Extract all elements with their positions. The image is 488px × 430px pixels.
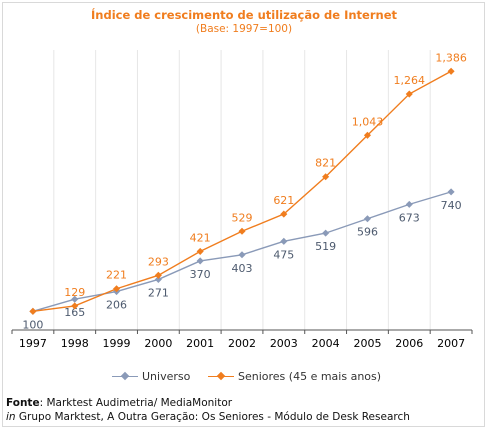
series-1-point-1997 [29,307,37,315]
series-1-label-2001: 421 [190,231,211,244]
source-label: Fonte [6,397,40,409]
series-0-point-2007 [447,188,455,196]
legend-line-seniores [208,371,234,381]
x-tick-label-2006: 2006 [395,337,423,350]
x-tick-label-1998: 1998 [61,337,89,350]
series-0-point-1998 [71,295,79,303]
chart-subtitle: (Base: 1997=100) [195,23,293,35]
series-0-point-2005 [363,215,371,223]
series-0-label-2002: 403 [232,262,253,275]
series-1-point-1998 [71,302,79,310]
source-text-2: Grupo Marktest, A Outra Geração: Os Seni… [15,411,410,423]
series-0-label-2007: 740 [441,199,462,212]
series-1-label-2005: 1,043 [352,115,384,128]
source-line-2: in Grupo Marktest, A Outra Geração: Os S… [6,410,410,424]
legend-label-seniores: Seniores (45 e mais anos) [238,370,382,383]
series-1-point-2003 [280,210,288,218]
series-1-label-2007: 1,386 [435,51,467,64]
series-1-point-2001 [196,247,204,255]
source-text: : Marktest Audimetria/ MediaMonitor [39,397,233,409]
legend-item-universo: Universo [112,370,190,383]
series-0-label-1998: 165 [64,306,85,319]
x-tick-label-2003: 2003 [270,337,298,350]
series-0-label-2000: 271 [148,286,169,299]
series-0-label-2006: 673 [399,211,420,224]
series-1-label-2006: 1,264 [394,74,426,87]
series-1-label-1999: 221 [106,269,127,282]
legend-marker-universo [120,371,130,381]
series-0-point-2003 [280,237,288,245]
series-0-label-1999: 206 [106,299,127,312]
series-0-label-2005: 596 [357,226,378,239]
series-0-point-2000 [154,275,162,283]
chart-frame [2,2,485,427]
series-0-label-2003: 475 [273,248,294,261]
x-tick-label-2002: 2002 [228,337,256,350]
series-1-label-1998: 129 [64,286,85,299]
legend-item-seniores: Seniores (45 e mais anos) [208,370,381,383]
legend-label-universo: Universo [142,370,191,383]
x-tick-label-2007: 2007 [437,337,465,350]
x-tick-label-2004: 2004 [312,337,340,350]
series-1-label-2003: 621 [273,194,294,207]
line-chart: 1997 1998 1999 2000 2001 2002 2003 2004 2005 2006… [11,50,473,350]
series-1-point-2007 [447,67,455,75]
series-0-point-2001 [196,257,204,265]
source-line-1: Fonte: Marktest Audimetria/ MediaMonitor [6,396,410,410]
chart-title: Índice de crescimento de utilização de I… [91,8,397,22]
legend-line-universo [112,371,138,381]
x-tick-label-2000: 2000 [144,337,172,350]
series-1-point-2004 [322,173,330,181]
series-1-point-2006 [405,90,413,98]
source-in: in [6,411,16,423]
series-1-point-2000 [154,271,162,279]
source-note: Fonte: Marktest Audimetria/ MediaMonitor… [6,396,410,424]
series-0-label-1997: 100 [22,318,43,331]
series-0-label-2004: 519 [315,240,336,253]
series-0-label-2001: 370 [190,268,211,281]
x-tick-label-1997: 1997 [19,337,47,350]
series-0-point-2004 [322,229,330,237]
series-1-label-2004: 821 [315,157,336,170]
series-1-label-2002: 529 [232,211,253,224]
legend-marker-seniores [216,371,226,381]
series-1-point-2002 [238,227,246,235]
x-tick-label-2005: 2005 [353,337,381,350]
x-tick-label-1999: 1999 [103,337,131,350]
series-0-point-2002 [238,251,246,259]
x-tick-label-2001: 2001 [186,337,214,350]
series-1-label-2000: 293 [148,255,169,268]
legend: Universo Seniores (45 e mais anos) [0,368,488,386]
series-1-point-2005 [363,131,371,139]
series-1-point-1999 [113,285,121,293]
series-0-point-2006 [405,200,413,208]
